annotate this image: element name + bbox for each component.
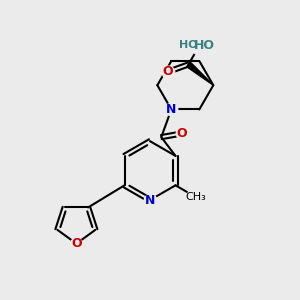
Text: N: N: [145, 194, 155, 207]
Text: N: N: [166, 103, 176, 116]
Text: HO: HO: [179, 40, 198, 50]
Text: O: O: [162, 65, 173, 79]
Polygon shape: [187, 62, 213, 85]
Text: CH₃: CH₃: [185, 192, 206, 202]
Text: HO: HO: [194, 39, 215, 52]
Text: O: O: [71, 237, 82, 250]
Text: O: O: [177, 127, 188, 140]
